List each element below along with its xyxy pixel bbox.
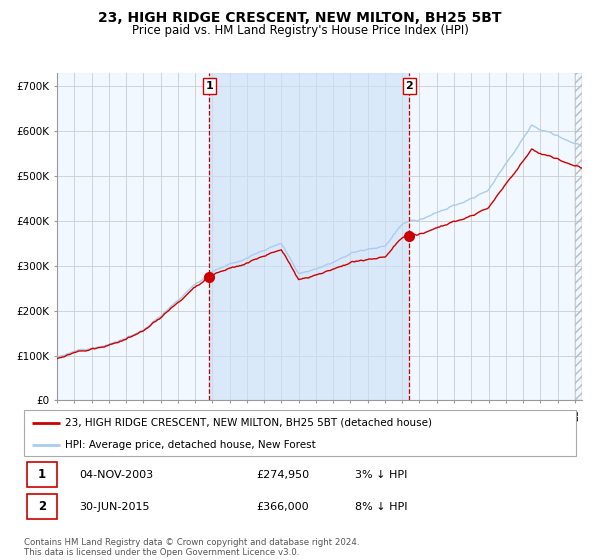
FancyBboxPatch shape: [24, 410, 576, 456]
Text: 1: 1: [38, 468, 46, 481]
Text: HPI: Average price, detached house, New Forest: HPI: Average price, detached house, New …: [65, 440, 316, 450]
Text: Price paid vs. HM Land Registry's House Price Index (HPI): Price paid vs. HM Land Registry's House …: [131, 24, 469, 36]
Text: £274,950: £274,950: [256, 470, 309, 479]
Text: 23, HIGH RIDGE CRESCENT, NEW MILTON, BH25 5BT (detached house): 23, HIGH RIDGE CRESCENT, NEW MILTON, BH2…: [65, 418, 433, 428]
Bar: [209, 73, 409, 400]
Text: Contains HM Land Registry data © Crown copyright and database right 2024.
This d: Contains HM Land Registry data © Crown c…: [24, 538, 359, 557]
Text: 23, HIGH RIDGE CRESCENT, NEW MILTON, BH25 5BT: 23, HIGH RIDGE CRESCENT, NEW MILTON, BH2…: [98, 11, 502, 25]
Text: 2: 2: [406, 81, 413, 91]
Text: 3% ↓ HPI: 3% ↓ HPI: [355, 470, 407, 479]
Text: 8% ↓ HPI: 8% ↓ HPI: [355, 502, 408, 511]
Text: 04-NOV-2003: 04-NOV-2003: [79, 470, 154, 479]
Text: 2: 2: [38, 500, 46, 513]
FancyBboxPatch shape: [27, 463, 57, 487]
Text: 1: 1: [206, 81, 214, 91]
Text: £366,000: £366,000: [256, 502, 308, 511]
FancyBboxPatch shape: [27, 494, 57, 519]
Text: 30-JUN-2015: 30-JUN-2015: [79, 502, 150, 511]
Bar: [57, 73, 582, 400]
